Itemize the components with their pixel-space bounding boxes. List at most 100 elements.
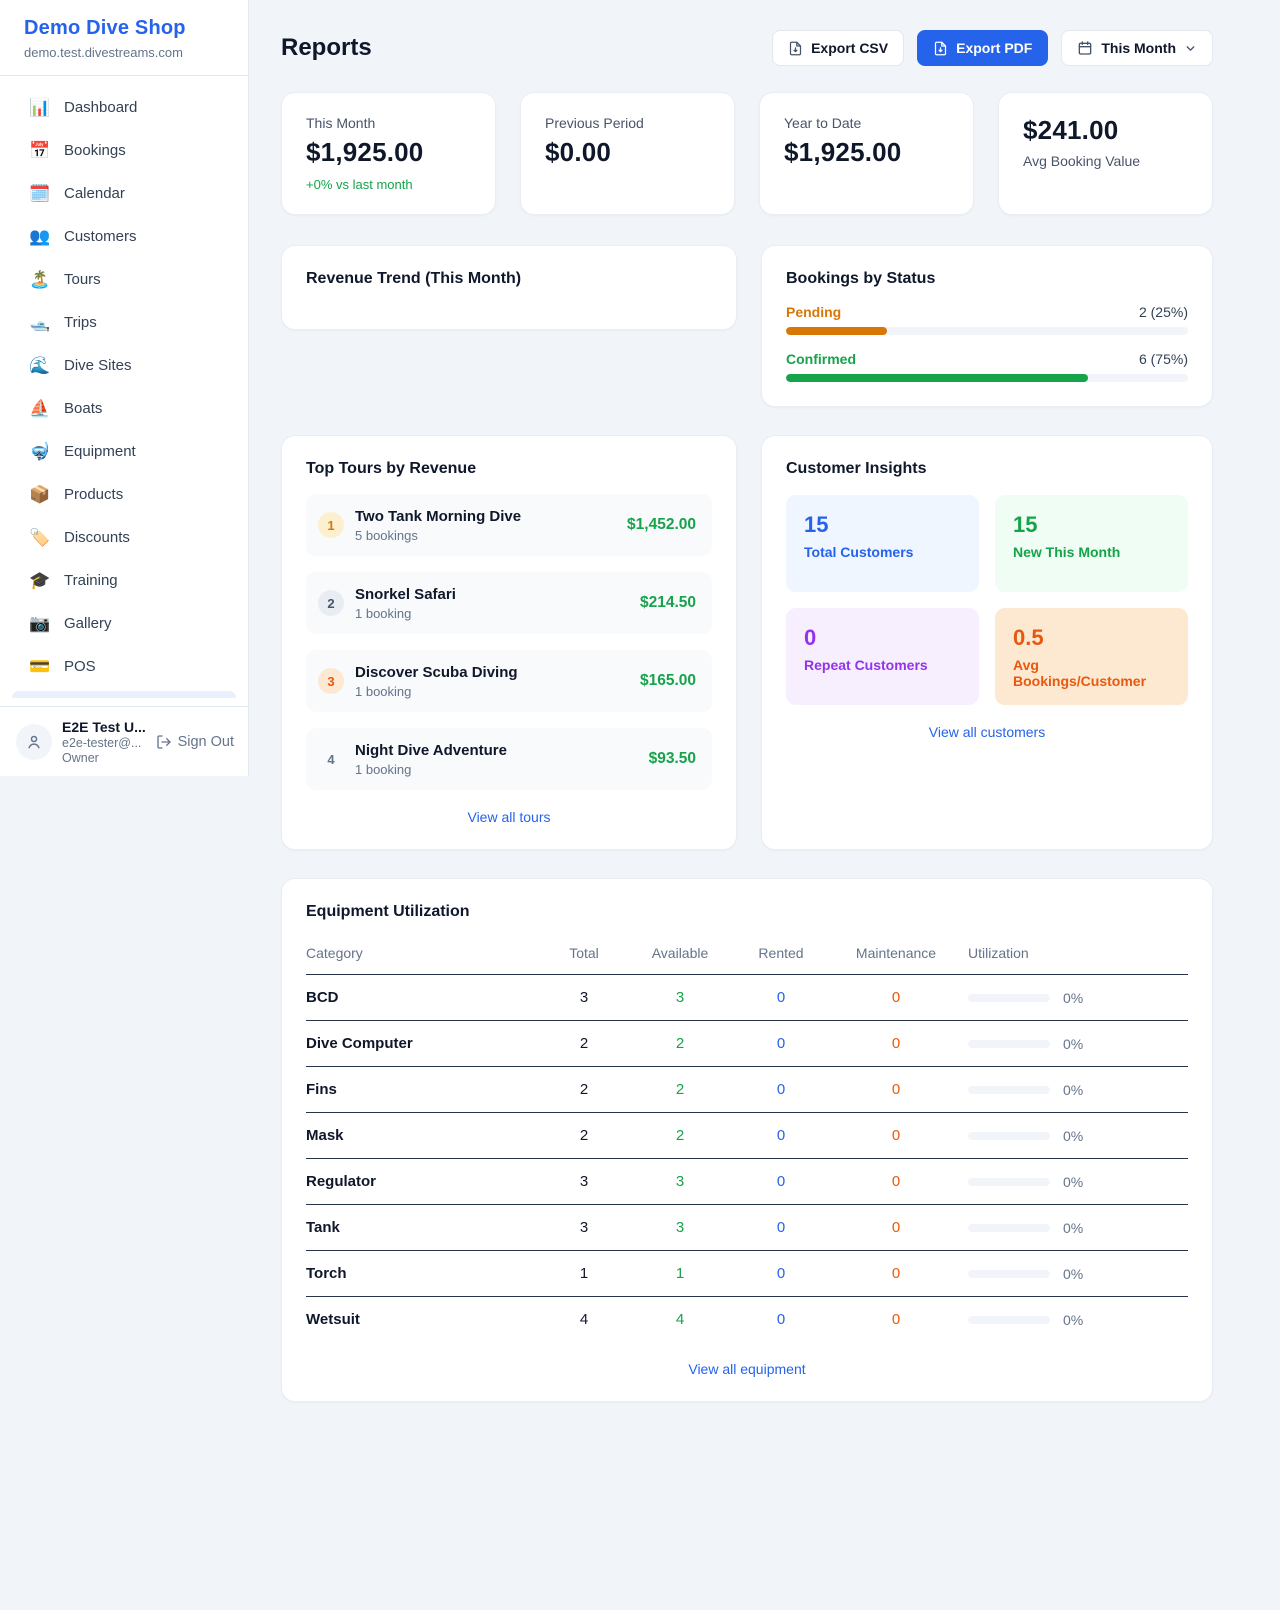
cell-rented: 0 [730, 1204, 832, 1251]
shop-name: Demo Dive Shop [24, 17, 186, 39]
progress-track [786, 374, 1188, 382]
status-label: Pending [786, 304, 842, 320]
cell-available: 4 [675, 1311, 685, 1328]
table-row: Tank 3 3 0 0 0% [306, 1204, 1188, 1251]
rank-badge: 3 [318, 668, 344, 694]
sidebar-item-products[interactable]: 📦 Products [12, 476, 236, 512]
stat-card-this-month: This Month $1,925.00 +0% vs last month [281, 92, 496, 215]
status-value: 6 (75%) [1138, 351, 1188, 367]
export-pdf-button[interactable]: Export PDF [917, 30, 1049, 66]
avatar [16, 723, 52, 760]
sidebar-item-gallery[interactable]: 📷 Gallery [12, 605, 236, 641]
cell-maintenance: 0 [832, 1066, 960, 1113]
sidebar-item-label: Discounts [64, 528, 130, 546]
sign-out-button[interactable]: Sign Out [156, 734, 234, 750]
card-title: Revenue Trend (This Month) [306, 270, 522, 287]
shop-domain: demo.test.divestreams.com [24, 45, 183, 60]
cell-total: 3 [538, 1158, 630, 1205]
sidebar-item-boats[interactable]: ⛵ Boats [12, 390, 236, 426]
package-icon: 📦 [29, 484, 51, 504]
col-rented: Rented [730, 935, 832, 975]
cell-category: Mask [306, 1112, 538, 1159]
stat-value: $241.00 [1023, 115, 1119, 145]
card-title: Bookings by Status [786, 270, 936, 287]
tour-row: 1 Two Tank Morning Dive 5 bookings $1,45… [306, 494, 712, 556]
export-csv-button[interactable]: Export CSV [772, 30, 905, 66]
person-icon [28, 735, 40, 748]
sidebar-item-discounts[interactable]: 🏷️ Discounts [12, 519, 236, 555]
utilization-percent: 0% [1063, 1127, 1084, 1144]
rank-badge: 4 [327, 751, 335, 767]
sidebar-item-label: Gallery [64, 614, 112, 632]
user-meta: E2E Test U... e2e-tester@... Owner [62, 719, 156, 765]
sidebar-item-dive-sites[interactable]: 🌊 Dive Sites [12, 347, 236, 383]
sidebar-item-tours[interactable]: 🏝️ Tours [12, 261, 236, 297]
utilization-bar [968, 1223, 1050, 1232]
sidebar-header: Demo Dive Shop demo.test.divestreams.com [0, 0, 248, 76]
chevron-down-icon [1186, 45, 1195, 51]
sidebar-item-label: Dashboard [64, 98, 138, 116]
sidebar-item-bookings[interactable]: 📅 Bookings [12, 132, 236, 168]
view-all-equipment-link[interactable]: View all equipment [688, 1361, 806, 1377]
cell-available: 2 [630, 1066, 730, 1113]
cell-utilization: 0% [960, 1066, 1188, 1113]
cell-category: Regulator [306, 1158, 538, 1205]
utilization-percent: 0% [1063, 1173, 1084, 1190]
card-title: Equipment Utilization [306, 903, 470, 920]
utilization-percent: 0% [1063, 1035, 1084, 1052]
sidebar-item-dashboard[interactable]: 📊 Dashboard [12, 89, 236, 125]
sidebar-item-equipment[interactable]: 🤿 Equipment [12, 433, 236, 469]
utilization-bar [968, 1039, 1050, 1048]
table-header-row: Category Total Available Rented Maintena… [306, 935, 1188, 975]
view-all-tours-link[interactable]: View all tours [467, 809, 551, 825]
cell-total: 3 [538, 1204, 630, 1251]
sidebar-active-item-partial[interactable] [12, 691, 236, 698]
export-pdf-label: Export PDF [956, 40, 1033, 56]
stat-label: Previous Period [545, 115, 644, 131]
stat-label: Avg Booking Value [1023, 153, 1141, 169]
cell-rented: 0 [776, 1311, 786, 1328]
cell-category: Tank [306, 1204, 538, 1251]
tile-label: New This Month [1013, 544, 1121, 560]
stat-label: This Month [306, 115, 376, 131]
tour-row: 3 Discover Scuba Diving 1 booking $165.0… [306, 650, 712, 712]
bookings-by-status-card: Bookings by Status Pending 2 (25%) Confi… [761, 245, 1213, 407]
export-csv-label: Export CSV [811, 40, 889, 56]
sidebar-item-calendar[interactable]: 🗓️ Calendar [12, 175, 236, 211]
sidebar-item-trips[interactable]: 🛥️ Trips [12, 304, 236, 340]
cell-rented: 0 [730, 1020, 832, 1067]
cell-category: Wetsuit [306, 1311, 360, 1328]
header-actions: Export CSV Export PDF This Month [772, 30, 1213, 66]
sidebar-item-label: POS [64, 657, 96, 675]
sidebar-item-label: Calendar [64, 184, 125, 202]
sidebar-item-customers[interactable]: 👥 Customers [12, 218, 236, 254]
stat-value: $0.00 [545, 137, 612, 167]
cell-maintenance: 0 [832, 974, 960, 1021]
period-dropdown[interactable]: This Month [1061, 30, 1213, 66]
sidebar-nav: 📊 Dashboard 📅 Bookings 🗓️ Calendar 👥 Cus… [0, 76, 248, 698]
view-all-customers-link[interactable]: View all customers [928, 724, 1046, 740]
sidebar-item-label: Bookings [64, 141, 126, 159]
tile-value: 0 [804, 625, 817, 650]
table-row: Mask 2 2 0 0 0% [306, 1112, 1188, 1159]
cell-available: 1 [630, 1250, 730, 1297]
cell-available: 3 [630, 974, 730, 1021]
sidebar-item-training[interactable]: 🎓 Training [12, 562, 236, 598]
rank-badge: 1 [318, 512, 344, 538]
status-row-pending: Pending 2 (25%) [786, 304, 1188, 335]
progress-fill-pending [786, 327, 887, 335]
sidebar-item-label: Equipment [64, 442, 136, 460]
sign-out-label: Sign Out [177, 733, 234, 750]
cell-utilization: 0% [960, 974, 1188, 1021]
credit-card-icon: 💳 [29, 656, 51, 676]
diving-mask-icon: 🤿 [29, 441, 51, 461]
utilization-percent: 0% [1063, 1081, 1084, 1098]
cell-total: 4 [579, 1311, 589, 1328]
sidebar-item-pos[interactable]: 💳 POS [12, 648, 236, 684]
card-title: Top Tours by Revenue [306, 460, 477, 477]
cell-utilization: 0% [960, 1204, 1188, 1251]
wave-icon: 🌊 [29, 355, 51, 375]
cell-maintenance: 0 [891, 1311, 901, 1328]
cell-utilization: 0% [960, 1112, 1188, 1159]
status-row-confirmed: Confirmed 6 (75%) [786, 351, 1188, 382]
